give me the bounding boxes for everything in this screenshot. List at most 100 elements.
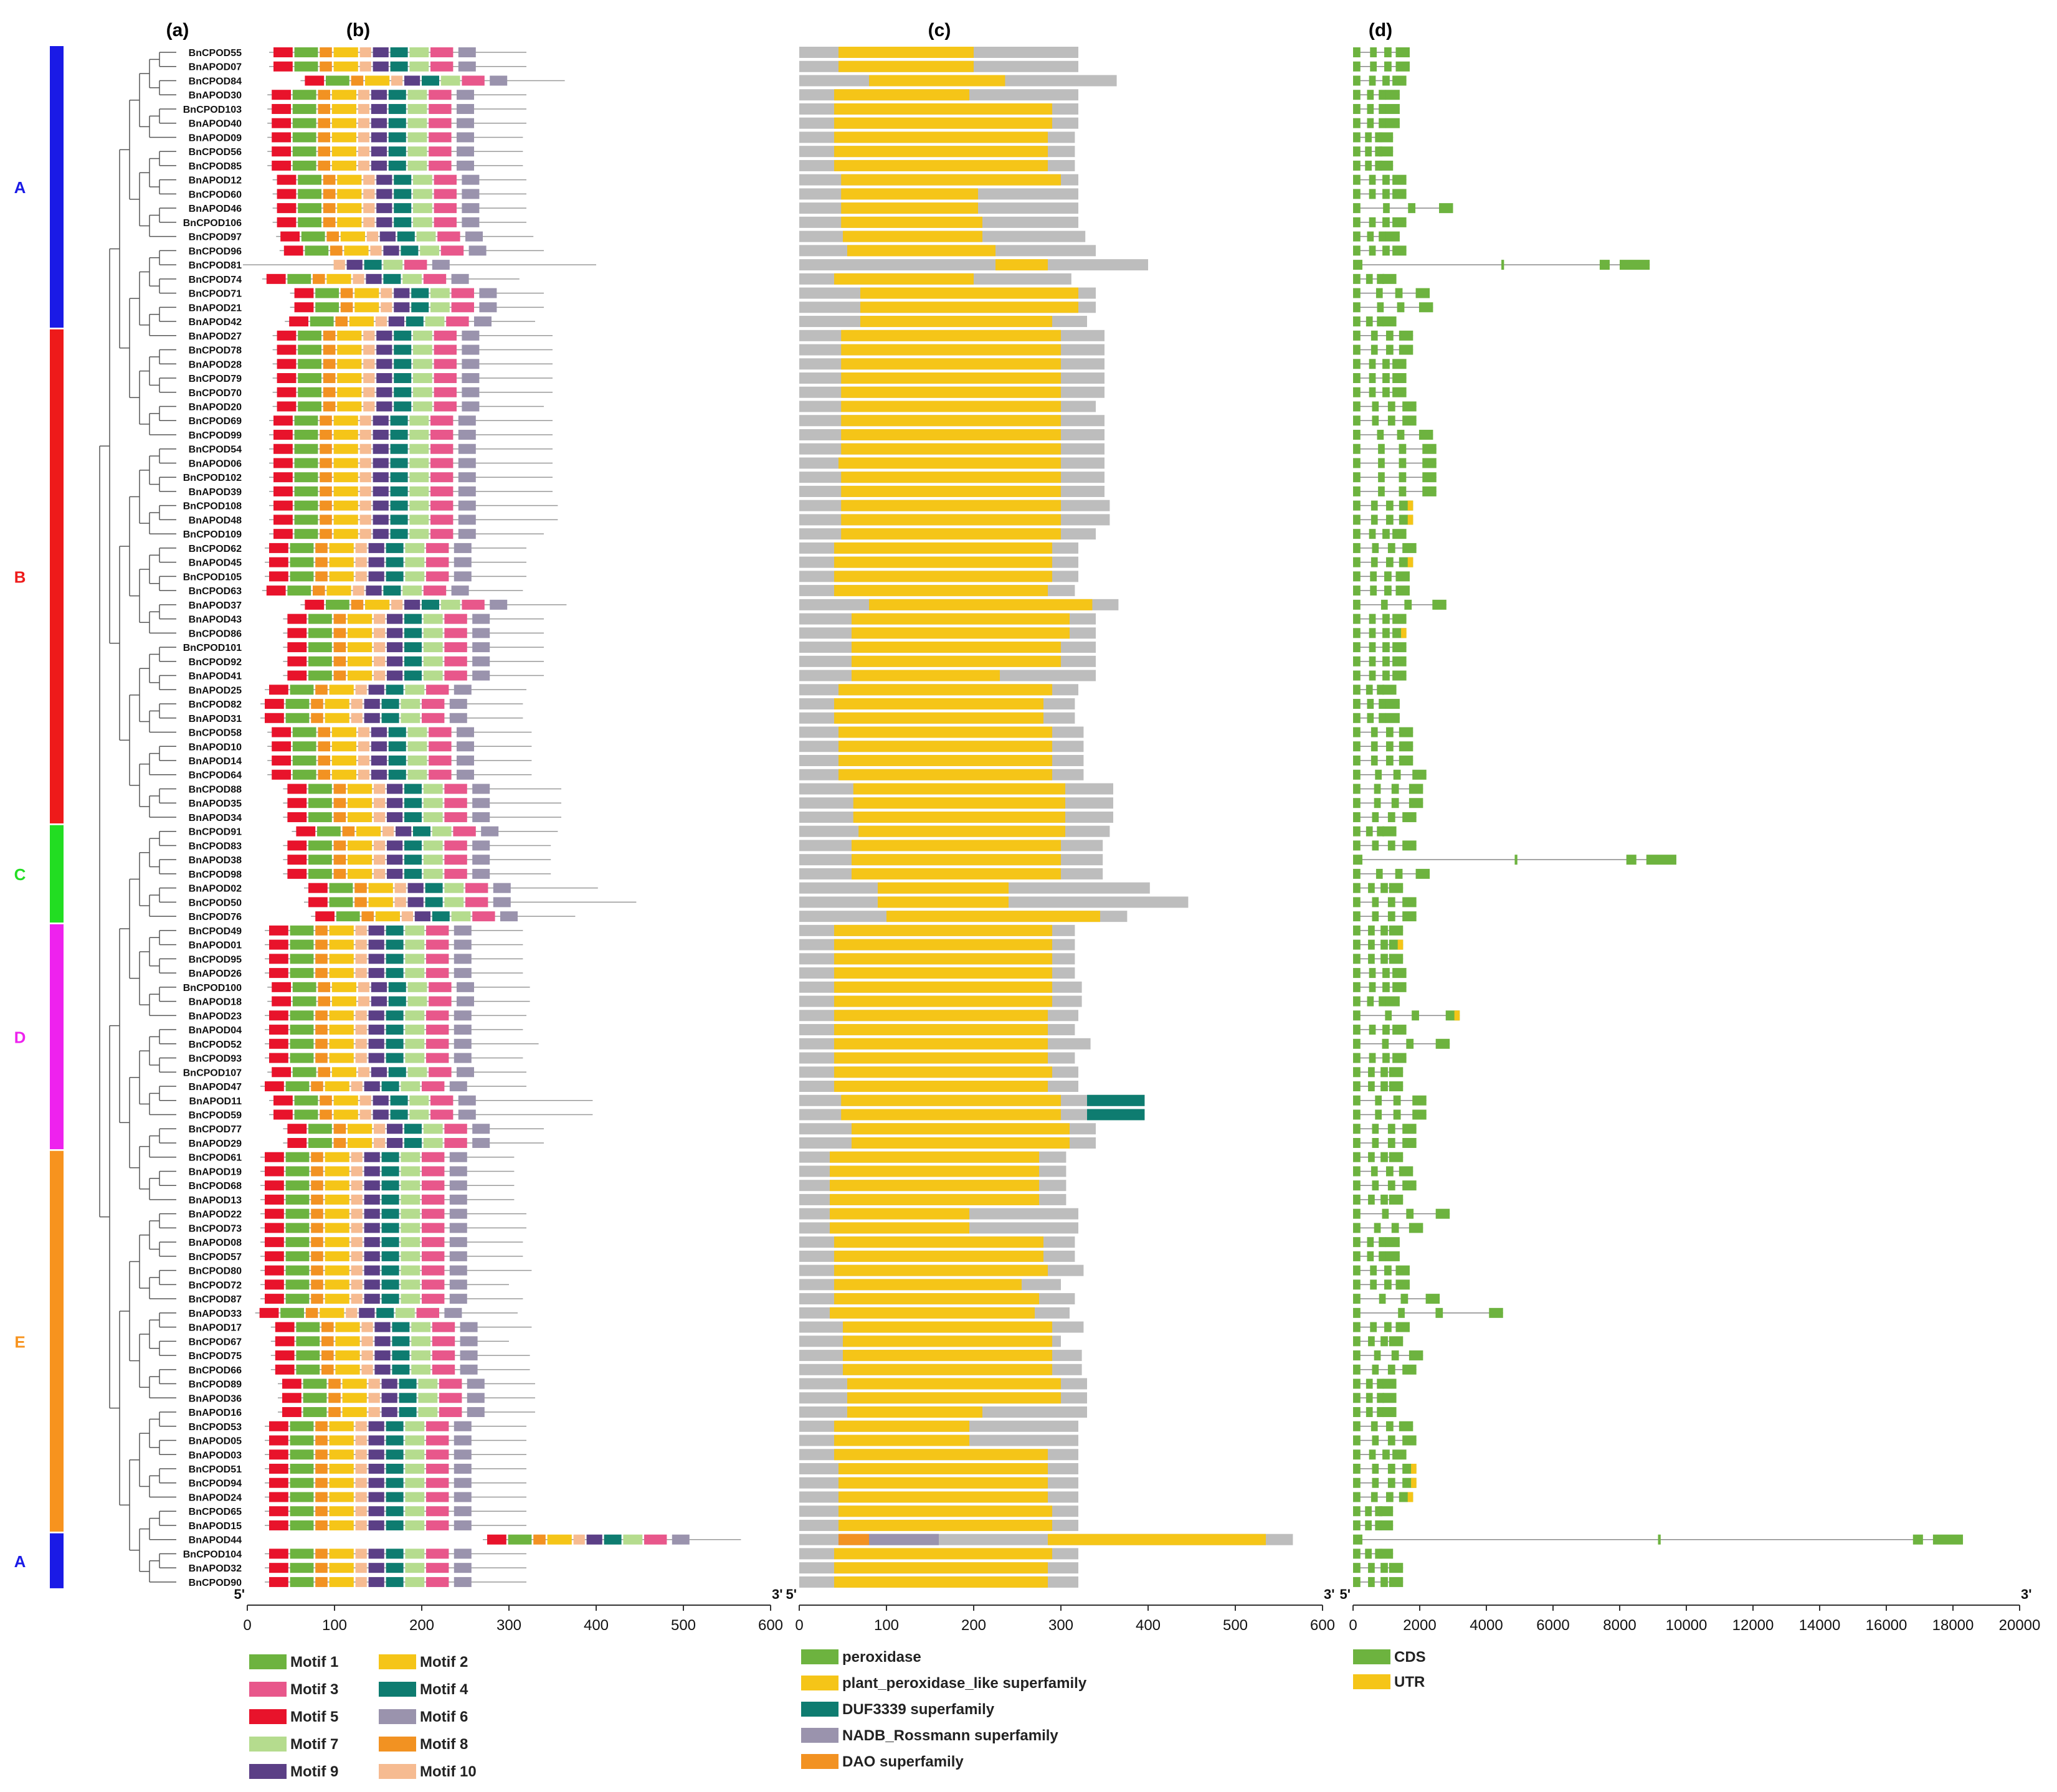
motif-2: [342, 1378, 367, 1389]
motif-2: [337, 359, 362, 369]
cds-exon: [1353, 996, 1361, 1007]
motif-1: [290, 1025, 314, 1035]
motif-5: [269, 1492, 288, 1502]
cds-exon: [1380, 1081, 1388, 1092]
cds-exon: [1385, 1010, 1392, 1021]
motif-9: [376, 330, 392, 341]
cds-exon: [1377, 429, 1384, 440]
cds-exon: [1384, 585, 1392, 596]
motif-4: [404, 614, 422, 624]
gene-label: BnAPOD07: [189, 62, 242, 73]
motif-3: [429, 90, 452, 100]
motif-10: [363, 174, 375, 185]
motif-5: [269, 1506, 288, 1517]
motif-1: [285, 1279, 310, 1290]
motif-5: [273, 1109, 293, 1120]
motif-6: [472, 840, 490, 851]
domain-plant-peroxidase: [834, 585, 1048, 597]
gene-label: BnCPOD96: [189, 246, 242, 257]
axis-c-tick-label: 0: [795, 1617, 803, 1634]
cds-exon: [1353, 1492, 1361, 1502]
cds-exon: [1371, 344, 1378, 355]
motif-4: [381, 1223, 399, 1233]
motif-8: [315, 1548, 328, 1559]
gene-label: BnCPOD98: [189, 870, 242, 880]
axis-d-tick-label: 2000: [1403, 1617, 1436, 1634]
domain-plant-peroxidase: [858, 825, 1065, 837]
cds-exon: [1353, 458, 1361, 468]
motif-9: [404, 75, 420, 86]
cds-exon: [1353, 1038, 1361, 1049]
cds-exon: [1432, 599, 1447, 610]
cds-exon: [1353, 514, 1361, 525]
motif-6: [449, 1081, 467, 1092]
motif-2: [329, 1421, 354, 1431]
motif-4: [399, 1378, 417, 1389]
cds-exon: [1353, 1067, 1361, 1078]
gene-label: BnAPOD25: [189, 685, 242, 696]
cds-exon: [1366, 273, 1373, 284]
motif-5: [265, 1194, 284, 1205]
domain-plant-peroxidase: [841, 174, 1061, 186]
domain-plant-peroxidase: [1048, 1534, 1266, 1545]
motif-9: [371, 103, 387, 114]
cds-exon: [1395, 1322, 1410, 1332]
motif-6: [472, 855, 490, 865]
motif-2: [342, 1393, 367, 1403]
motif-6: [458, 61, 476, 72]
cds-exon: [1367, 90, 1374, 100]
motif-5: [269, 1563, 288, 1573]
motif-10: [363, 344, 375, 355]
motif-1: [290, 968, 314, 979]
group-bar: [50, 1150, 64, 1532]
domain-plant-peroxidase: [830, 1307, 1035, 1319]
motif-3: [434, 217, 457, 227]
motif-1: [285, 713, 310, 723]
gene-label: BnCPOD53: [189, 1422, 242, 1433]
domain-plant-peroxidase: [841, 514, 1061, 526]
motif-7: [440, 599, 460, 610]
motif-5: [269, 968, 288, 979]
cds-exon: [1380, 925, 1388, 936]
domain-duf3339: [1087, 1094, 1145, 1106]
motif-8: [318, 756, 330, 766]
motif-3: [444, 628, 467, 638]
motif-6: [449, 1180, 467, 1191]
group-bar: [50, 924, 64, 1149]
motif-2: [329, 954, 354, 964]
gene-label: BnCPOD92: [189, 657, 242, 668]
utr-block: [1411, 1477, 1417, 1488]
motif-5: [275, 1350, 295, 1361]
cds-exon: [1353, 1534, 1362, 1545]
motif-10: [359, 429, 371, 440]
motif-1: [290, 1548, 314, 1559]
cds-exon: [1409, 1223, 1423, 1233]
motif-10: [351, 1237, 363, 1248]
motif-9: [371, 132, 387, 143]
cds-exon: [1374, 1350, 1381, 1361]
cds-exon: [1372, 1364, 1379, 1375]
motif-4: [386, 1025, 404, 1035]
motif-5: [277, 401, 297, 412]
motif-2: [337, 203, 362, 214]
motif-6: [462, 401, 480, 412]
motif-7: [409, 443, 429, 454]
cds-exon: [1372, 1435, 1379, 1446]
motif-10: [363, 401, 375, 412]
motif-7: [418, 1393, 438, 1403]
motif-5: [269, 1548, 288, 1559]
motif-10: [401, 911, 413, 922]
cds-exon: [1399, 756, 1413, 766]
motif-5: [296, 826, 316, 837]
motif-5: [265, 1152, 284, 1162]
motif-5: [265, 1279, 284, 1290]
cds-exon: [1353, 344, 1361, 355]
gene-label: BnAPOD11: [189, 1096, 242, 1107]
motif-8: [311, 1265, 323, 1276]
motif-2: [333, 47, 358, 57]
motif-1: [294, 415, 318, 426]
cds-exon: [1369, 387, 1376, 397]
motif-10: [358, 996, 369, 1007]
motif-7: [423, 784, 443, 794]
motif-4: [406, 316, 424, 327]
